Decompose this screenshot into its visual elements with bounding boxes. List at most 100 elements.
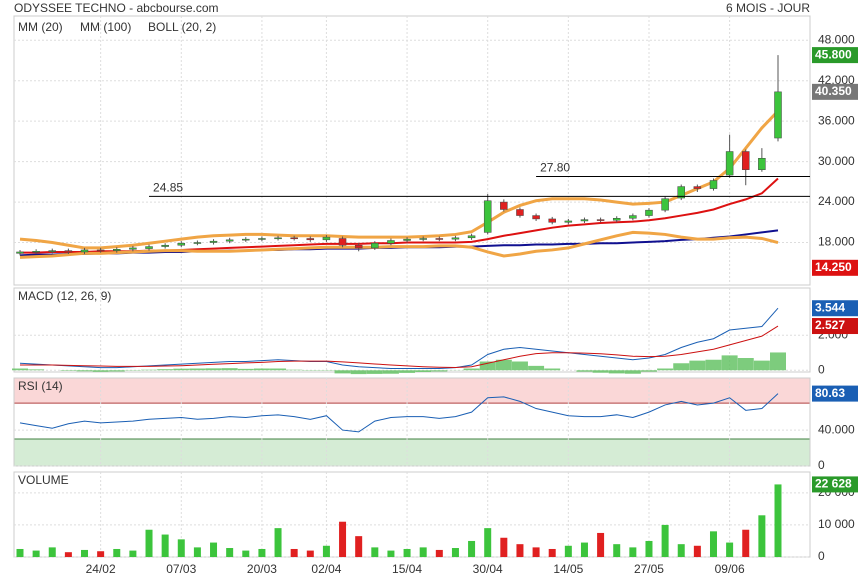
histogram-bar [366,370,383,374]
candle-body [242,238,250,241]
value-tag [812,385,858,402]
volume-bar [451,548,459,557]
histogram-bar [415,370,432,372]
volume-bar [677,544,685,557]
volume-bar [516,544,524,557]
histogram-bar [350,370,367,375]
chart-title: ODYSSEE TECHNO - abcbourse.com [14,1,219,15]
candle-body [564,220,573,223]
candle-body [16,251,24,254]
candle-body [467,235,476,239]
level-label: 27.80 [540,161,570,175]
histogram-bar [737,358,754,371]
line [19,393,779,433]
y-tick-label: 42.000 [818,73,855,87]
histogram-bar [753,360,770,371]
value-tag-label: 45.800 [815,47,852,61]
panel-frame [13,287,811,373]
candle-body [80,249,89,253]
y-tick-label: 24.000 [818,194,855,208]
volume-bar [145,529,153,557]
line [19,307,779,369]
histogram-bar [495,359,512,371]
candle-body [451,237,460,240]
period: 6 MOIS - JOUR [726,1,810,15]
histogram-bar [92,370,109,372]
value-tag [812,318,858,335]
candle-body [145,246,153,249]
histogram-bar [253,368,270,371]
volume-bar [629,547,637,557]
value-tag [812,83,858,100]
candle-body [113,249,121,251]
candle-body [693,186,702,189]
x-tick-label: 24/02 [86,562,116,576]
x-tick-label: 27/05 [634,562,664,576]
line [19,230,779,259]
histogram-bar [28,369,45,371]
histogram-bar [60,370,77,371]
histogram-bar [576,370,593,372]
histogram-bar [141,369,158,371]
candle-body [661,198,669,211]
value-tag-label: 80.63 [815,386,845,400]
volume-bar [210,542,218,557]
volume-bar [129,550,137,557]
value-tag [812,476,858,493]
candle-body [612,218,621,221]
histogram-bar [479,361,496,371]
upper-band [14,378,810,404]
y-tick-label: 18.000 [818,235,855,249]
panel-frame [13,15,811,286]
candle-body [580,219,589,222]
histogram-bar [544,368,561,371]
line [20,325,779,368]
volume-bar [290,548,298,557]
histogram-bar [673,363,690,371]
value-tag [812,47,858,64]
volume-bar [468,540,476,557]
volume-bar [322,545,330,557]
legend-label: MM (100) [80,20,131,34]
histogram-bar [237,368,254,371]
volume-bar [81,549,89,557]
histogram-bar [286,369,303,371]
volume-bar [419,547,427,557]
candle-body [306,238,315,241]
legend-label: BOLL (20, 2) [148,20,216,34]
x-tick-label: 09/06 [715,562,745,576]
candle-body [209,240,218,243]
volume-bar [113,548,121,557]
volume-bar [16,548,24,557]
volume-bar [403,548,411,557]
candle-body [709,180,718,189]
histogram-bar [76,370,93,372]
volume-bar [371,547,379,557]
histogram-bar [382,370,399,374]
candle-body [258,238,266,240]
candle-body [403,238,411,241]
histogram-bar [270,368,287,371]
volume-bar [709,531,717,557]
x-tick-label: 15/04 [392,562,422,576]
y-tick-label: 0 [818,549,825,563]
candle-body [177,242,186,246]
histogram-bar [221,368,238,371]
candle-body [725,151,734,176]
y-tick-label: 0 [818,458,825,472]
candle-body [419,238,427,240]
histogram-bar [689,360,706,371]
x-tick-label: 02/04 [311,562,341,576]
histogram-bar [770,352,786,371]
value-tag-label: 2.527 [815,318,845,332]
line [19,110,780,250]
value-tag [812,300,858,317]
volume-bar [258,548,266,557]
candle-body [322,236,331,241]
volume-bar [500,537,508,557]
volume-bar [274,528,282,557]
volume-bar [355,536,363,557]
candle-body [677,186,685,199]
candle-body [64,250,73,253]
